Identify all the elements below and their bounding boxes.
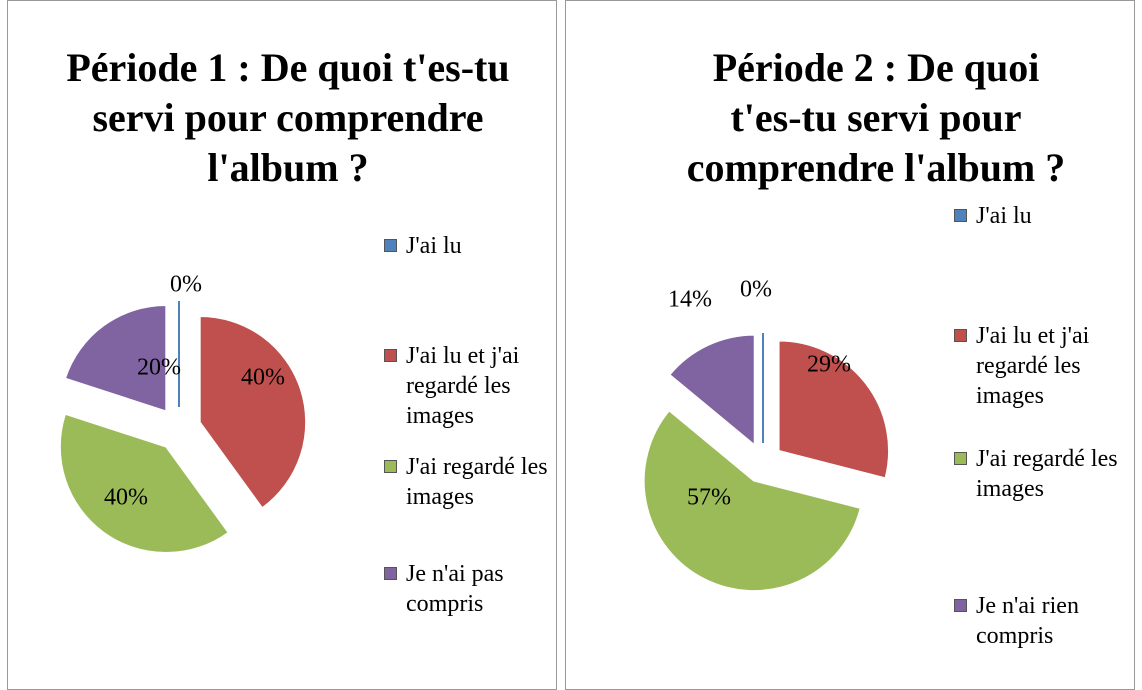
legend-item: Je n'ai rien compris bbox=[954, 591, 1134, 651]
pie-slice bbox=[778, 339, 890, 480]
legend-label: J'ai lu et j'ai regardé les images bbox=[976, 323, 1090, 409]
data-label: 0% bbox=[170, 272, 202, 298]
legend-label: J'ai lu et j'ai regardé les images bbox=[406, 343, 520, 429]
legend-item: J'ai regardé les images bbox=[954, 444, 1134, 504]
legend-label: Je n'ai pas compris bbox=[406, 561, 504, 617]
legend-item: J'ai lu bbox=[954, 201, 1134, 231]
legend-item: Je n'ai pas compris bbox=[384, 559, 556, 619]
legend-swatch bbox=[954, 329, 967, 342]
data-label: 40% bbox=[104, 485, 148, 511]
legend-label: J'ai lu bbox=[976, 203, 1032, 229]
pie: 0% 29% 57% 14% bbox=[643, 277, 890, 592]
legend-item: J'ai regardé les images bbox=[384, 452, 556, 512]
pie: 0% 40% 40% 20% bbox=[59, 272, 307, 554]
data-label: 29% bbox=[807, 352, 851, 378]
legend-label: J'ai regardé les images bbox=[976, 446, 1118, 502]
chart-title: Période 2 : De quoi t'es-tu servi pour c… bbox=[686, 45, 1066, 190]
legend-swatch bbox=[384, 239, 397, 252]
data-label: 0% bbox=[740, 277, 772, 303]
legend-swatch bbox=[954, 452, 967, 465]
legend-swatch bbox=[384, 460, 397, 473]
pie-slice bbox=[668, 334, 756, 447]
legend-item: J'ai lu bbox=[384, 231, 556, 261]
legend-swatch bbox=[384, 567, 397, 580]
legend-label: Je n'ai rien compris bbox=[976, 593, 1079, 649]
chart-panel: Période 1 : De quoi t'es-tu servi pour c… bbox=[7, 0, 557, 690]
legend-label: J'ai regardé les images bbox=[406, 454, 548, 510]
legend-swatch bbox=[954, 209, 967, 222]
chart-title: Période 1 : De quoi t'es-tu servi pour c… bbox=[66, 45, 510, 190]
legend-swatch bbox=[954, 599, 967, 612]
pie-slice bbox=[64, 304, 167, 413]
pie-slice bbox=[643, 409, 862, 592]
data-label: 20% bbox=[137, 355, 181, 381]
legend-label: J'ai lu bbox=[406, 233, 462, 259]
legend-item: J'ai lu et j'ai regardé les images bbox=[384, 341, 556, 431]
pie-slice bbox=[59, 413, 230, 554]
data-label: 57% bbox=[687, 485, 731, 511]
pie-slice bbox=[199, 315, 307, 510]
chart-panel: Période 2 : De quoi t'es-tu servi pour c… bbox=[565, 0, 1135, 690]
legend-swatch bbox=[384, 349, 397, 362]
data-label: 40% bbox=[241, 365, 285, 391]
legend-item: J'ai lu et j'ai regardé les images bbox=[954, 321, 1134, 411]
data-label: 14% bbox=[668, 287, 712, 313]
